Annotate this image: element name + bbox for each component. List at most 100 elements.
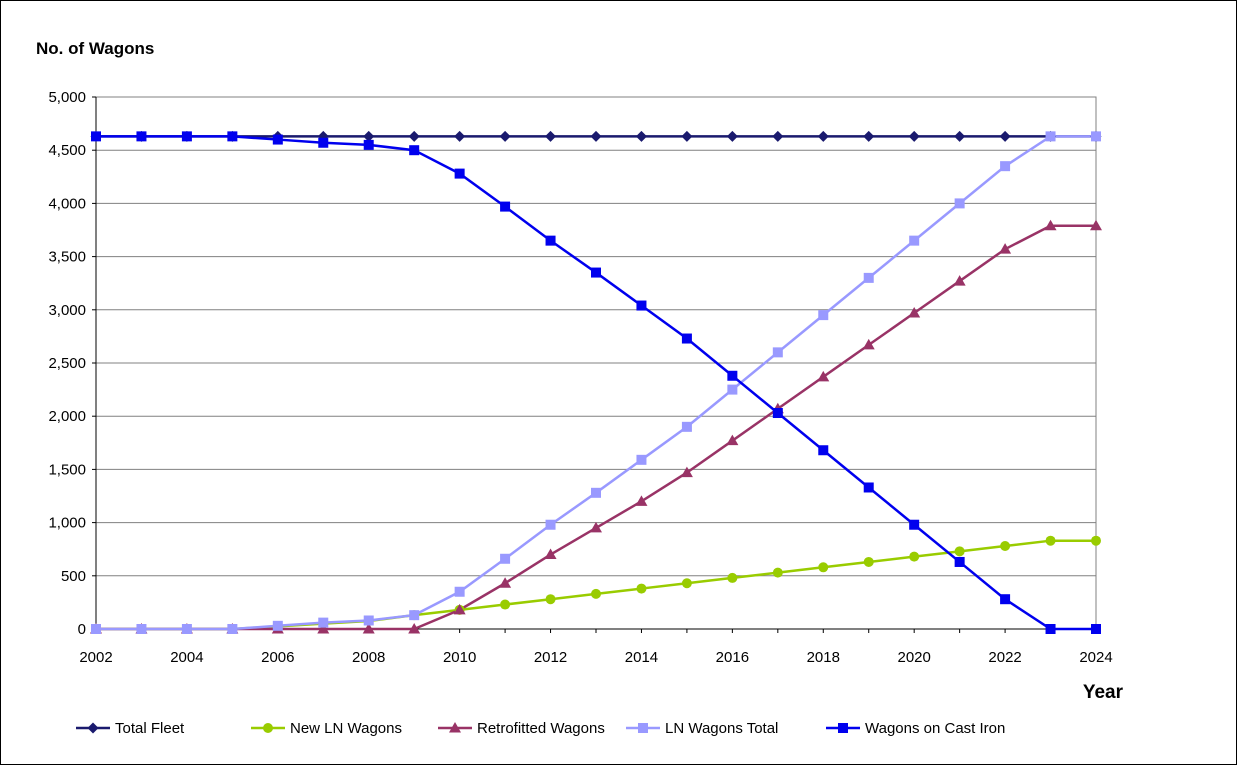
x-tick-label: 2024 (1079, 649, 1112, 666)
data-point-ln-wagons-total (545, 519, 556, 530)
data-point-new-ln-wagons (818, 562, 829, 573)
data-point-ln-wagons-total (363, 615, 374, 626)
data-point-total-fleet (681, 130, 693, 142)
data-point-total-fleet (954, 130, 966, 142)
data-point-ln-wagons-total (954, 198, 965, 209)
data-point-retrofitted-wagons (544, 548, 557, 560)
data-point-new-ln-wagons (636, 583, 647, 594)
data-point-new-ln-wagons (1000, 541, 1011, 552)
legend-label: LN Wagons Total (665, 720, 778, 737)
data-point-wagons-on-cast-iron (363, 139, 374, 150)
data-point-retrofitted-wagons (317, 623, 330, 634)
data-point-retrofitted-wagons (817, 370, 830, 382)
x-tick-label: 2012 (534, 649, 567, 666)
data-point-wagons-on-cast-iron (636, 300, 647, 311)
data-point-wagons-on-cast-iron (91, 131, 101, 142)
series-markers-wagons-on-cast-iron (91, 131, 1101, 634)
y-tick-label: 3,500 (48, 249, 86, 266)
data-point-ln-wagons-total (636, 454, 647, 465)
data-point-retrofitted-wagons (1090, 219, 1102, 231)
data-point-new-ln-wagons (591, 588, 601, 599)
data-point-ln-wagons-total (591, 487, 601, 498)
data-point-retrofitted-wagons (590, 521, 602, 533)
data-point-total-fleet (363, 130, 375, 142)
data-point-total-fleet (454, 130, 466, 142)
data-point-wagons-on-cast-iron (545, 235, 556, 246)
y-tick-label: 500 (61, 568, 86, 585)
data-point-wagons-on-cast-iron (454, 168, 465, 179)
data-point-retrofitted-wagons (953, 275, 966, 286)
y-tick-label: 4,500 (48, 142, 86, 159)
data-point-total-fleet (499, 130, 511, 142)
data-point-ln-wagons-total (500, 553, 511, 564)
data-point-ln-wagons-total (91, 624, 101, 634)
data-point-wagons-on-cast-iron (136, 131, 147, 142)
data-point-ln-wagons-total (181, 624, 192, 634)
data-point-new-ln-wagons (772, 567, 783, 578)
data-point-wagons-on-cast-iron (227, 131, 238, 142)
y-tick-label: 1,000 (48, 515, 86, 532)
data-point-ln-wagons-total (272, 620, 283, 631)
data-point-retrofitted-wagons (862, 338, 875, 350)
legend-item-ln-wagons-total: LN Wagons Total (626, 720, 778, 737)
gridlines (96, 96, 1096, 577)
data-point-wagons-on-cast-iron (818, 445, 829, 456)
data-point-ln-wagons-total (727, 384, 738, 395)
x-tick-label: 2002 (79, 649, 112, 666)
data-point-ln-wagons-total (681, 421, 692, 432)
data-point-ln-wagons-total (318, 617, 329, 628)
data-point-new-ln-wagons (545, 594, 556, 605)
x-tick-label: 2018 (807, 649, 840, 666)
data-point-ln-wagons-total (863, 272, 874, 283)
legend-swatch-marker (638, 723, 648, 733)
y-tick-label: 5,000 (48, 89, 86, 106)
x-tick-label: 2006 (261, 649, 294, 666)
data-point-ln-wagons-total (136, 624, 147, 634)
data-point-total-fleet (817, 130, 829, 142)
data-point-total-fleet (545, 130, 557, 142)
data-point-ln-wagons-total (772, 347, 783, 358)
data-point-wagons-on-cast-iron (272, 134, 283, 145)
data-point-ln-wagons-total (454, 586, 465, 597)
data-point-retrofitted-wagons (453, 603, 466, 615)
data-point-total-fleet (772, 130, 784, 142)
legend-label: Total Fleet (115, 720, 185, 737)
data-point-retrofitted-wagons (1044, 219, 1057, 231)
data-point-wagons-on-cast-iron (591, 267, 601, 278)
x-tick-label: 2022 (988, 649, 1021, 666)
data-point-wagons-on-cast-iron (863, 482, 874, 493)
x-axis: 2002 2004 2006 2008 2010 2012 2014 2016 2018 2020… (79, 628, 1113, 666)
data-point-ln-wagons-total (227, 624, 238, 634)
data-point-wagons-on-cast-iron (954, 556, 965, 567)
x-tick-label: 2004 (170, 649, 203, 666)
data-point-total-fleet (635, 130, 647, 142)
y-tick-label: 2,000 (48, 408, 86, 425)
data-point-total-fleet (999, 130, 1011, 142)
y-tick-label: 3,000 (48, 302, 86, 319)
data-point-wagons-on-cast-iron (681, 333, 692, 344)
legend-label: Wagons on Cast Iron (865, 720, 1005, 737)
series-markers (90, 130, 1102, 634)
x-tick-label: 2020 (897, 649, 930, 666)
y-axis: 0 500 1,000 1,500 2,000 2,500 3,000 3,500 4,000 4… (48, 89, 97, 638)
data-point-new-ln-wagons (727, 572, 738, 583)
data-point-total-fleet (408, 130, 420, 142)
legend-item-wagons-on-cast-iron: Wagons on Cast Iron (826, 720, 1005, 737)
x-tick-label: 2016 (716, 649, 749, 666)
legend-item-total-fleet: Total Fleet (76, 720, 185, 737)
data-point-retrofitted-wagons (999, 243, 1012, 254)
data-point-new-ln-wagons (909, 551, 920, 562)
legend-item-retrofitted-wagons: Retrofitted Wagons (438, 720, 605, 737)
data-point-ln-wagons-total (818, 310, 829, 321)
legend-item-new-ln-wagons: New LN Wagons (251, 720, 402, 737)
data-point-wagons-on-cast-iron (1045, 624, 1056, 634)
data-point-wagons-on-cast-iron (500, 201, 511, 212)
data-point-retrofitted-wagons (635, 495, 648, 506)
data-point-retrofitted-wagons (408, 623, 421, 634)
chart-title: No. of Wagons (36, 39, 154, 58)
legend-swatch-marker (87, 722, 99, 734)
x-tick-label: 2014 (625, 649, 658, 666)
data-point-total-fleet (908, 130, 920, 142)
